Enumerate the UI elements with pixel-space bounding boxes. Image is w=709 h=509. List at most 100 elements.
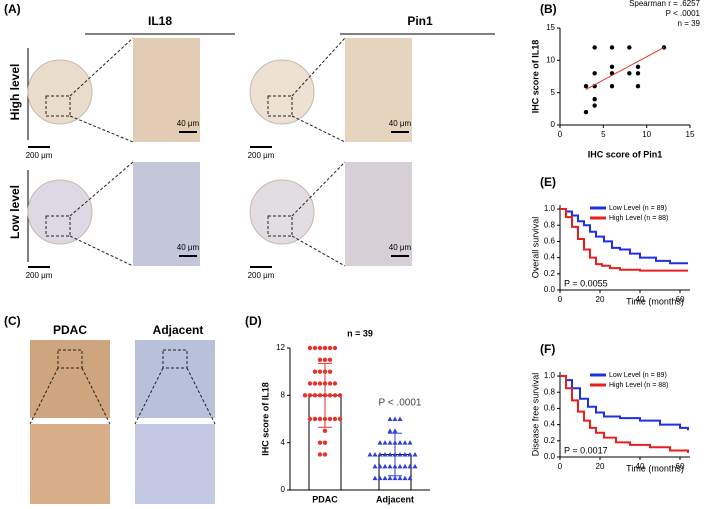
micrograph xyxy=(27,179,93,245)
zoom-line xyxy=(69,235,134,267)
point xyxy=(337,393,343,398)
legend-label: High Level (n = 88) xyxy=(609,382,668,389)
point xyxy=(377,440,383,445)
point xyxy=(327,369,333,374)
y-tick-label: 0.0 xyxy=(544,452,556,461)
point xyxy=(317,393,323,398)
point xyxy=(307,381,313,386)
point xyxy=(317,452,323,457)
column-header: Pin1 xyxy=(407,14,433,28)
scale-label: 200 μm xyxy=(248,271,275,280)
zoom-box xyxy=(267,215,293,237)
point xyxy=(592,103,597,108)
point xyxy=(312,393,318,398)
point xyxy=(397,463,403,469)
point xyxy=(397,416,403,421)
point xyxy=(387,452,393,457)
micrograph xyxy=(135,340,215,418)
point xyxy=(627,45,632,50)
x-tick-label: Adjacent xyxy=(376,494,414,504)
point xyxy=(387,440,393,445)
point xyxy=(322,381,328,386)
point xyxy=(372,463,378,469)
scale-label: 40 μm xyxy=(177,243,200,252)
x-tick-label: 0 xyxy=(558,295,563,304)
point xyxy=(387,416,393,421)
column-header: PDAC xyxy=(53,323,87,337)
x-tick-label: PDAC xyxy=(312,494,338,504)
legend-label: High Level (n = 88) xyxy=(609,215,668,222)
panel-label: (C) xyxy=(4,314,21,328)
y-tick-label: 0.6 xyxy=(544,404,556,413)
point xyxy=(407,475,413,481)
micrograph-zoom xyxy=(345,162,412,266)
zoom-line xyxy=(291,115,346,143)
point xyxy=(382,475,388,481)
point xyxy=(609,64,615,70)
point xyxy=(322,440,328,445)
point xyxy=(322,393,328,398)
micrograph xyxy=(30,340,110,418)
point xyxy=(635,84,641,89)
zoom-line xyxy=(291,37,346,97)
x-tick-label: 0 xyxy=(558,462,563,471)
zoom-line xyxy=(291,235,346,267)
point xyxy=(412,463,418,469)
point xyxy=(332,416,338,422)
zoom-box xyxy=(162,349,188,369)
zoom-line xyxy=(69,161,134,217)
micrograph-zoom xyxy=(133,162,200,266)
point xyxy=(397,440,403,445)
survival-curve xyxy=(560,208,688,272)
point xyxy=(402,463,408,469)
point xyxy=(397,475,403,481)
point xyxy=(382,452,388,457)
annotation: P = 0.0017 xyxy=(564,445,608,455)
y-tick-label: 0.2 xyxy=(544,269,556,278)
point xyxy=(322,345,328,351)
point xyxy=(407,463,413,469)
point xyxy=(317,357,323,363)
zoom-line xyxy=(291,161,346,217)
annotation: P < .0001 xyxy=(666,9,701,18)
point xyxy=(377,452,383,457)
point xyxy=(312,345,318,351)
point xyxy=(327,416,333,422)
panel-label: (D) xyxy=(245,314,262,328)
point xyxy=(402,452,408,457)
point xyxy=(317,416,323,422)
point xyxy=(367,452,373,457)
x-tick-label: 40 xyxy=(636,462,645,471)
y-tick-label: 15 xyxy=(546,23,555,32)
y-tick-label: 0.8 xyxy=(544,387,556,396)
point xyxy=(322,369,328,374)
point xyxy=(392,440,398,445)
point xyxy=(382,440,388,445)
column-header: Adjacent xyxy=(153,323,204,337)
survival-curve xyxy=(560,375,689,431)
zoom-box xyxy=(57,349,83,369)
point xyxy=(387,475,393,481)
point xyxy=(583,84,589,89)
point xyxy=(382,463,388,469)
legend-label: Low Level (n = 89) xyxy=(609,205,667,212)
x-tick-label: 20 xyxy=(596,295,605,304)
annotation: P < .0001 xyxy=(379,398,422,409)
point xyxy=(412,452,418,457)
legend-label: Low Level (n = 89) xyxy=(609,372,667,379)
y-tick-label: 0.8 xyxy=(544,220,556,229)
scale-label: 200 μm xyxy=(248,151,275,160)
point xyxy=(322,452,328,457)
panel-label: (A) xyxy=(4,2,21,16)
x-tick-label: 5 xyxy=(601,130,606,139)
point xyxy=(317,440,323,445)
y-tick-label: 0 xyxy=(551,120,556,129)
y-tick-label: 0.0 xyxy=(544,285,556,294)
point xyxy=(609,45,615,50)
panel-label: (E) xyxy=(540,175,556,189)
point xyxy=(609,84,615,89)
scale-label: 200 μm xyxy=(26,271,53,280)
micrograph-zoom xyxy=(30,424,110,504)
y-tick-label: 0.6 xyxy=(544,237,556,246)
y-tick-label: 0.4 xyxy=(544,420,556,429)
